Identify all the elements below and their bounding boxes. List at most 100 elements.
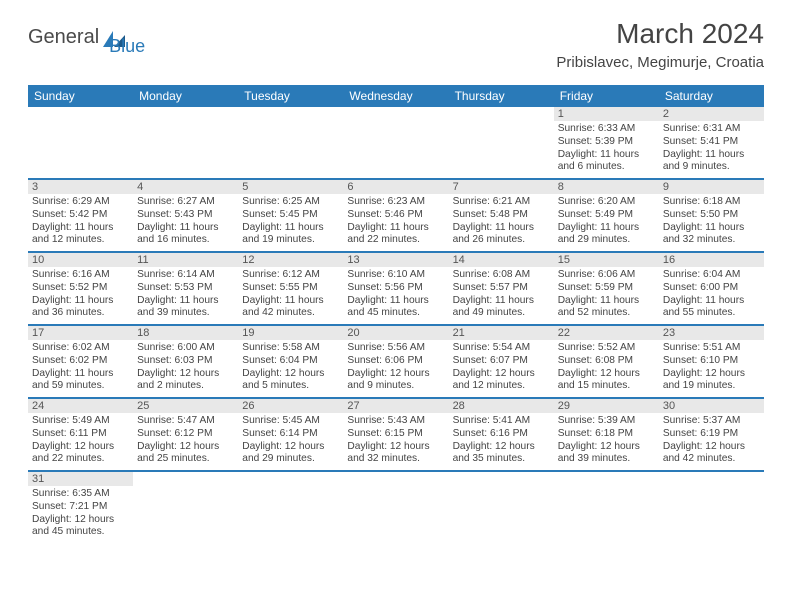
daylight-line2: and 9 minutes. [663, 161, 760, 174]
daylight-line2: and 42 minutes. [242, 307, 339, 320]
daylight-line2: and 16 minutes. [137, 234, 234, 247]
daylight-line2: and 32 minutes. [663, 234, 760, 247]
sunrise-text: Sunrise: 5:58 AM [242, 342, 339, 355]
day-cell: 19Sunrise: 5:58 AMSunset: 6:04 PMDayligh… [238, 326, 343, 397]
sunset-text: Sunset: 5:49 PM [558, 209, 655, 222]
day-details: Sunrise: 5:43 AMSunset: 6:15 PMDaylight:… [343, 413, 448, 470]
sunrise-text: Sunrise: 5:45 AM [242, 415, 339, 428]
daylight-line1: Daylight: 12 hours [32, 514, 129, 527]
day-cell: 4Sunrise: 6:27 AMSunset: 5:43 PMDaylight… [133, 180, 238, 251]
daylight-line1: Daylight: 11 hours [453, 222, 550, 235]
day-cell: 22Sunrise: 5:52 AMSunset: 6:08 PMDayligh… [554, 326, 659, 397]
day-details: Sunrise: 6:27 AMSunset: 5:43 PMDaylight:… [133, 194, 238, 251]
day-details: Sunrise: 6:00 AMSunset: 6:03 PMDaylight:… [133, 340, 238, 397]
sunrise-text: Sunrise: 6:02 AM [32, 342, 129, 355]
daylight-line2: and 12 minutes. [453, 380, 550, 393]
sunrise-text: Sunrise: 6:04 AM [663, 269, 760, 282]
day-number: 6 [343, 180, 448, 194]
day-number: 1 [554, 107, 659, 121]
day-cell: 2Sunrise: 6:31 AMSunset: 5:41 PMDaylight… [659, 107, 764, 178]
sunrise-text: Sunrise: 6:14 AM [137, 269, 234, 282]
daylight-line2: and 22 minutes. [347, 234, 444, 247]
sunrise-text: Sunrise: 6:31 AM [663, 123, 760, 136]
day-details: Sunrise: 6:35 AMSunset: 7:21 PMDaylight:… [28, 486, 133, 543]
day-cell [238, 107, 343, 178]
day-number: 13 [343, 253, 448, 267]
day-cell: 25Sunrise: 5:47 AMSunset: 6:12 PMDayligh… [133, 399, 238, 470]
sunset-text: Sunset: 5:41 PM [663, 136, 760, 149]
week-row: 1Sunrise: 6:33 AMSunset: 5:39 PMDaylight… [28, 107, 764, 180]
sunset-text: Sunset: 6:14 PM [242, 428, 339, 441]
day-number: 19 [238, 326, 343, 340]
day-number: 14 [449, 253, 554, 267]
daylight-line1: Daylight: 12 hours [242, 441, 339, 454]
daylight-line1: Daylight: 11 hours [558, 222, 655, 235]
sunrise-text: Sunrise: 5:37 AM [663, 415, 760, 428]
daylight-line1: Daylight: 11 hours [242, 295, 339, 308]
sunrise-text: Sunrise: 6:27 AM [137, 196, 234, 209]
sunset-text: Sunset: 5:42 PM [32, 209, 129, 222]
daylight-line1: Daylight: 11 hours [32, 222, 129, 235]
weekday-header: Thursday [449, 85, 554, 107]
day-details: Sunrise: 6:25 AMSunset: 5:45 PMDaylight:… [238, 194, 343, 251]
month-title: March 2024 [556, 18, 764, 50]
weekday-header: Saturday [659, 85, 764, 107]
daylight-line2: and 19 minutes. [663, 380, 760, 393]
calendar: SundayMondayTuesdayWednesdayThursdayFrid… [28, 85, 764, 543]
daylight-line2: and 45 minutes. [32, 526, 129, 539]
sunrise-text: Sunrise: 6:20 AM [558, 196, 655, 209]
day-number: 8 [554, 180, 659, 194]
week-row: 10Sunrise: 6:16 AMSunset: 5:52 PMDayligh… [28, 253, 764, 326]
day-cell [449, 472, 554, 543]
day-cell: 31Sunrise: 6:35 AMSunset: 7:21 PMDayligh… [28, 472, 133, 543]
day-cell: 10Sunrise: 6:16 AMSunset: 5:52 PMDayligh… [28, 253, 133, 324]
sunset-text: Sunset: 6:10 PM [663, 355, 760, 368]
sunrise-text: Sunrise: 5:52 AM [558, 342, 655, 355]
sunset-text: Sunset: 5:50 PM [663, 209, 760, 222]
sunset-text: Sunset: 5:59 PM [558, 282, 655, 295]
daylight-line2: and 29 minutes. [558, 234, 655, 247]
daylight-line2: and 36 minutes. [32, 307, 129, 320]
daylight-line2: and 42 minutes. [663, 453, 760, 466]
day-cell [554, 472, 659, 543]
day-cell: 9Sunrise: 6:18 AMSunset: 5:50 PMDaylight… [659, 180, 764, 251]
weekday-header: Wednesday [343, 85, 448, 107]
daylight-line2: and 2 minutes. [137, 380, 234, 393]
daylight-line1: Daylight: 12 hours [663, 368, 760, 381]
logo: General Blue [28, 18, 145, 57]
day-number: 17 [28, 326, 133, 340]
sunrise-text: Sunrise: 5:41 AM [453, 415, 550, 428]
day-number: 15 [554, 253, 659, 267]
day-details: Sunrise: 6:08 AMSunset: 5:57 PMDaylight:… [449, 267, 554, 324]
daylight-line2: and 35 minutes. [453, 453, 550, 466]
sunset-text: Sunset: 6:15 PM [347, 428, 444, 441]
daylight-line2: and 32 minutes. [347, 453, 444, 466]
daylight-line1: Daylight: 12 hours [137, 368, 234, 381]
day-cell: 11Sunrise: 6:14 AMSunset: 5:53 PMDayligh… [133, 253, 238, 324]
sunset-text: Sunset: 7:21 PM [32, 501, 129, 514]
logo-text-general: General [28, 26, 99, 49]
daylight-line1: Daylight: 11 hours [453, 295, 550, 308]
day-details: Sunrise: 6:16 AMSunset: 5:52 PMDaylight:… [28, 267, 133, 324]
day-number: 22 [554, 326, 659, 340]
day-details: Sunrise: 6:33 AMSunset: 5:39 PMDaylight:… [554, 121, 659, 178]
sunset-text: Sunset: 5:57 PM [453, 282, 550, 295]
sunrise-text: Sunrise: 6:25 AM [242, 196, 339, 209]
daylight-line1: Daylight: 11 hours [663, 222, 760, 235]
sunset-text: Sunset: 5:46 PM [347, 209, 444, 222]
sunset-text: Sunset: 5:43 PM [137, 209, 234, 222]
day-cell: 30Sunrise: 5:37 AMSunset: 6:19 PMDayligh… [659, 399, 764, 470]
daylight-line1: Daylight: 11 hours [137, 222, 234, 235]
day-cell: 14Sunrise: 6:08 AMSunset: 5:57 PMDayligh… [449, 253, 554, 324]
sunset-text: Sunset: 5:52 PM [32, 282, 129, 295]
day-cell [343, 472, 448, 543]
day-cell [28, 107, 133, 178]
sunrise-text: Sunrise: 6:23 AM [347, 196, 444, 209]
sunset-text: Sunset: 6:12 PM [137, 428, 234, 441]
sunset-text: Sunset: 6:03 PM [137, 355, 234, 368]
sunrise-text: Sunrise: 6:00 AM [137, 342, 234, 355]
daylight-line1: Daylight: 12 hours [347, 368, 444, 381]
day-cell: 12Sunrise: 6:12 AMSunset: 5:55 PMDayligh… [238, 253, 343, 324]
daylight-line1: Daylight: 12 hours [453, 441, 550, 454]
day-details: Sunrise: 6:21 AMSunset: 5:48 PMDaylight:… [449, 194, 554, 251]
